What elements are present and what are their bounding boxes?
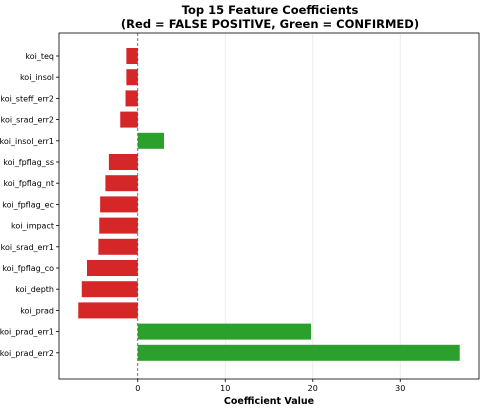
bar-koi_impact	[99, 217, 138, 234]
bar-koi_steff_err2	[125, 90, 138, 107]
y-tick-label-koi_prad_err1: koi_prad_err1	[0, 328, 54, 337]
bar-koi_srad_err1	[98, 238, 138, 255]
bar-koi_prad	[78, 302, 138, 319]
y-tick-label-koi_fpflag_ss: koi_fpflag_ss	[3, 158, 54, 167]
chart-title: Top 15 Feature Coefficients	[182, 3, 359, 17]
x-tick-label-3: 30	[395, 384, 405, 393]
y-tick-label-koi_fpflag_ec: koi_fpflag_ec	[2, 200, 54, 209]
y-tick-label-koi_impact: koi_impact	[11, 222, 54, 231]
bar-koi_teq	[126, 48, 138, 64]
bar-koi_fpflag_ss	[108, 154, 138, 170]
y-tick-label-koi_teq: koi_teq	[25, 52, 54, 61]
bar-koi_insol	[126, 69, 138, 86]
x-tick-label-0: 0	[135, 384, 140, 393]
y-tick-label-koi_srad_err2: koi_srad_err2	[1, 116, 54, 125]
bar-koi_insol_err1	[137, 132, 164, 149]
bar-koi_srad_err2	[120, 111, 138, 128]
chart-subtitle: (Red = FALSE POSITIVE, Green = CONFIRMED…	[121, 17, 419, 31]
x-axis-label: Coefficient Value	[224, 396, 314, 407]
bar-koi_fpflag_ec	[100, 196, 138, 213]
grid-lines	[224, 33, 401, 379]
x-tick-label-1: 10	[220, 384, 230, 393]
bar-koi_prad_err1	[137, 323, 311, 340]
y-tick-label-koi_depth: koi_depth	[15, 285, 54, 294]
bar-koi_fpflag_co	[87, 260, 138, 276]
y-tick-label-koi_srad_err1: koi_srad_err1	[1, 243, 54, 252]
y-tick-label-koi_insol: koi_insol	[20, 73, 54, 82]
bar-koi_prad_err2	[137, 344, 460, 361]
y-tick-label-koi_prad: koi_prad	[20, 306, 54, 315]
y-tick-label-koi_fpflag_co: koi_fpflag_co	[2, 264, 54, 273]
bar-koi_fpflag_nt	[105, 175, 138, 192]
y-tick-label-koi_insol_err1: koi_insol_err1	[0, 137, 54, 146]
y-tick-label-koi_steff_err2: koi_steff_err2	[0, 94, 54, 103]
y-axis-ticks: koi_teq koi_insol koi_steff_err2 koi_srad_e…	[0, 52, 59, 358]
x-tick-label-2: 20	[308, 384, 318, 393]
bars-group	[78, 48, 460, 361]
x-axis-ticks: 0 10 20 30	[135, 379, 405, 393]
plot-frame	[58, 32, 480, 380]
y-tick-label-koi_fpflag_nt: koi_fpflag_nt	[3, 179, 54, 188]
bar-koi_depth	[81, 281, 138, 298]
y-tick-label-koi_prad_err2: koi_prad_err2	[0, 349, 54, 358]
